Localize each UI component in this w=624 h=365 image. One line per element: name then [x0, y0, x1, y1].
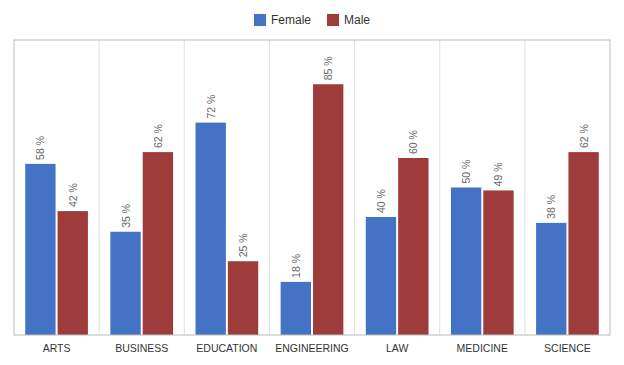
- chart-container: 58 % 35 % 72 % 18 % 40 % 50 % 38 % 42 % 62 % 25 %…: [0, 0, 624, 365]
- data-label: 72 %: [205, 95, 217, 119]
- bar: [398, 158, 428, 335]
- data-label: 40 %: [375, 189, 387, 213]
- group-separator: [354, 40, 355, 335]
- data-label: 38 %: [545, 195, 557, 219]
- legend-swatch: [254, 14, 266, 26]
- data-label: 49 %: [492, 163, 504, 187]
- group-separator: [269, 40, 270, 335]
- plot-frame: [14, 40, 610, 335]
- bar: [451, 188, 481, 336]
- data-label: 50 %: [460, 160, 472, 184]
- bar: [58, 211, 88, 335]
- data-label: 18 %: [290, 254, 302, 278]
- data-labels: 58 % 35 % 72 % 18 % 40 % 50 % 38 % 42 % 62 % 25 %…: [34, 56, 589, 278]
- data-label: 62 %: [152, 124, 164, 148]
- legend-swatch: [327, 14, 339, 26]
- bar: [536, 223, 566, 335]
- data-label: 58 %: [34, 136, 46, 160]
- group-separator: [99, 40, 100, 335]
- x-tick-label: MEDICINE: [457, 342, 508, 354]
- bars: [25, 84, 599, 335]
- bar: [25, 164, 55, 335]
- bar: [281, 282, 311, 335]
- legend-item: Female: [254, 13, 311, 27]
- data-label: 35 %: [120, 204, 132, 228]
- group-separator: [524, 40, 525, 335]
- bar: [483, 190, 513, 335]
- x-tick-label: BUSINESS: [115, 342, 168, 354]
- data-label: 62 %: [578, 124, 590, 148]
- data-label: 85 %: [322, 56, 334, 80]
- x-tick-label: SCIENCE: [544, 342, 591, 354]
- data-label: 25 %: [237, 233, 249, 257]
- data-label: 42 %: [67, 183, 79, 207]
- bar: [228, 261, 258, 335]
- group-separator: [184, 40, 185, 335]
- chart-svg: 58 % 35 % 72 % 18 % 40 % 50 % 38 % 42 % 62 % 25 %…: [0, 0, 624, 365]
- x-tick-label: ARTS: [43, 342, 71, 354]
- x-tick-label: LAW: [386, 342, 408, 354]
- bar: [366, 217, 396, 335]
- data-label: 60 %: [407, 130, 419, 154]
- legend-label: Male: [344, 13, 370, 27]
- x-tick-label: EDUCATION: [196, 342, 257, 354]
- legend-label: Female: [271, 13, 311, 27]
- bar: [313, 84, 343, 335]
- legend-item: Male: [327, 13, 370, 27]
- bar: [196, 123, 226, 335]
- bar: [568, 152, 598, 335]
- legend: Female Male: [254, 13, 370, 27]
- bar: [110, 232, 140, 335]
- bar: [143, 152, 173, 335]
- group-separator: [439, 40, 440, 335]
- x-tick-label: ENGINEERING: [275, 342, 349, 354]
